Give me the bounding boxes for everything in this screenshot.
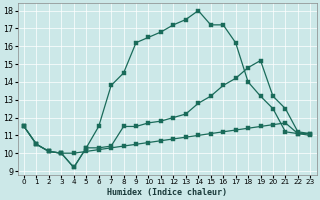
X-axis label: Humidex (Indice chaleur): Humidex (Indice chaleur) [107, 188, 227, 197]
